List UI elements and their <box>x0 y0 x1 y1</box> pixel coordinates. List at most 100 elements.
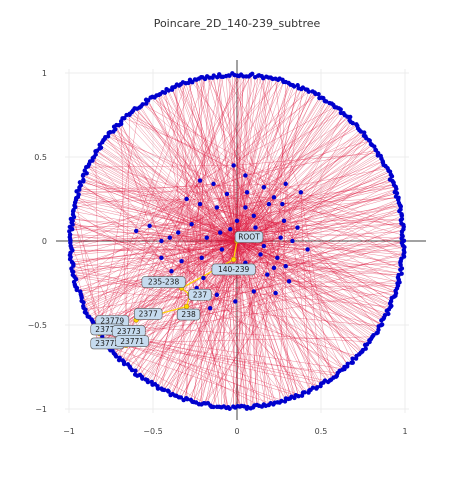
boundary-node <box>111 129 116 134</box>
boundary-node <box>387 177 393 182</box>
boundary-node <box>399 232 405 237</box>
boundary-node <box>178 395 184 400</box>
node-label-238: 238 <box>177 308 201 321</box>
interior-node <box>271 265 277 271</box>
interior-node <box>290 238 295 244</box>
boundary-node <box>279 398 284 404</box>
boundary-node <box>350 356 355 361</box>
node-label-text: 23779 <box>100 317 124 326</box>
node-label-text: 23772 <box>95 339 119 348</box>
node-label-box <box>177 308 201 321</box>
boundary-node <box>371 332 376 338</box>
boundary-node <box>399 211 404 217</box>
interior-node <box>295 225 300 230</box>
interior-node <box>266 201 272 207</box>
interior-node <box>243 173 248 178</box>
boundary-node <box>302 390 307 395</box>
interior-node <box>251 213 256 218</box>
boundary-node <box>215 75 220 80</box>
node-label-23771: 23771 <box>115 335 149 347</box>
boundary-node <box>124 112 129 118</box>
y-tick-label: −0.5 <box>28 321 47 330</box>
boundary-node <box>399 266 405 271</box>
boundary-node <box>93 149 98 154</box>
labeled-node <box>230 256 237 263</box>
node-label-box <box>141 276 186 288</box>
boundary-node <box>84 171 89 176</box>
node-label-text: 235-238 <box>148 278 180 287</box>
boundary-node <box>399 216 405 222</box>
interior-node <box>243 205 248 210</box>
boundary-node <box>354 122 359 127</box>
boundary-node <box>382 312 388 318</box>
node-label-box <box>188 288 212 301</box>
interior-node <box>271 195 277 200</box>
node-label-23773: 23773 <box>111 325 146 337</box>
node-label-box <box>234 231 264 243</box>
boundary-node <box>100 334 105 339</box>
x-tick-label: 0 <box>234 427 239 436</box>
node-label-text: 23771 <box>120 337 144 346</box>
interior-node <box>167 235 172 240</box>
node-label-text: 238 <box>181 310 196 319</box>
boundary-node <box>317 95 322 101</box>
y-tick-label: 1 <box>42 69 47 78</box>
boundary-node <box>169 87 175 92</box>
interior-node <box>219 247 225 252</box>
interior-node <box>201 275 206 281</box>
boundary-node <box>140 376 145 381</box>
boundary-node <box>74 287 79 293</box>
boundary-node <box>314 385 320 390</box>
boundary-node <box>211 404 216 410</box>
x-tick-label: 1 <box>402 427 407 436</box>
interior-node <box>278 235 283 240</box>
boundary-node <box>363 346 368 351</box>
boundary-node <box>362 130 367 135</box>
node-label-237: 237 <box>188 288 212 301</box>
boundary-node <box>361 133 367 138</box>
boundary-node <box>327 100 332 106</box>
interior-node <box>283 264 288 269</box>
nodes <box>67 71 407 411</box>
interior-node <box>197 201 203 207</box>
boundary-node <box>155 386 161 391</box>
boundary-node <box>296 393 301 399</box>
interior-node <box>197 178 203 183</box>
boundary-node <box>345 361 350 366</box>
interior-node <box>261 243 267 249</box>
node-labels: ROOT140-239235-2382372382377237792377023… <box>90 231 264 350</box>
interior-node <box>176 230 181 235</box>
interior-node <box>258 252 263 257</box>
boundary-node <box>379 322 385 327</box>
boundary-node <box>295 83 300 88</box>
boundary-node <box>350 360 355 365</box>
interior-node <box>253 225 258 230</box>
boundary-node <box>185 397 190 402</box>
node-label-235-238: 235-238 <box>141 276 186 288</box>
boundary-node <box>80 173 86 178</box>
y-tick-label: 0 <box>42 237 47 246</box>
boundary-node <box>81 300 86 305</box>
boundary-node <box>79 295 84 301</box>
interior-node <box>218 230 223 235</box>
boundary-node <box>145 379 151 385</box>
node-label-text: 2377 <box>139 310 158 319</box>
interior-node <box>204 235 209 240</box>
interior-node <box>280 201 285 207</box>
boundary-node <box>144 101 149 106</box>
boundary-node <box>399 221 404 226</box>
node-label-box <box>115 335 149 347</box>
boundary-node <box>81 179 86 184</box>
node-label-text: 140-239 <box>218 265 250 274</box>
interior-node <box>184 196 189 202</box>
interior-node <box>169 269 174 274</box>
interior-node <box>273 290 278 296</box>
boundary-node <box>148 95 153 100</box>
interior-node <box>228 227 233 232</box>
interior-node <box>199 255 204 260</box>
boundary-node <box>106 130 111 136</box>
boundary-node <box>310 385 316 390</box>
boundary-node <box>393 194 399 199</box>
interior-node <box>261 185 267 190</box>
